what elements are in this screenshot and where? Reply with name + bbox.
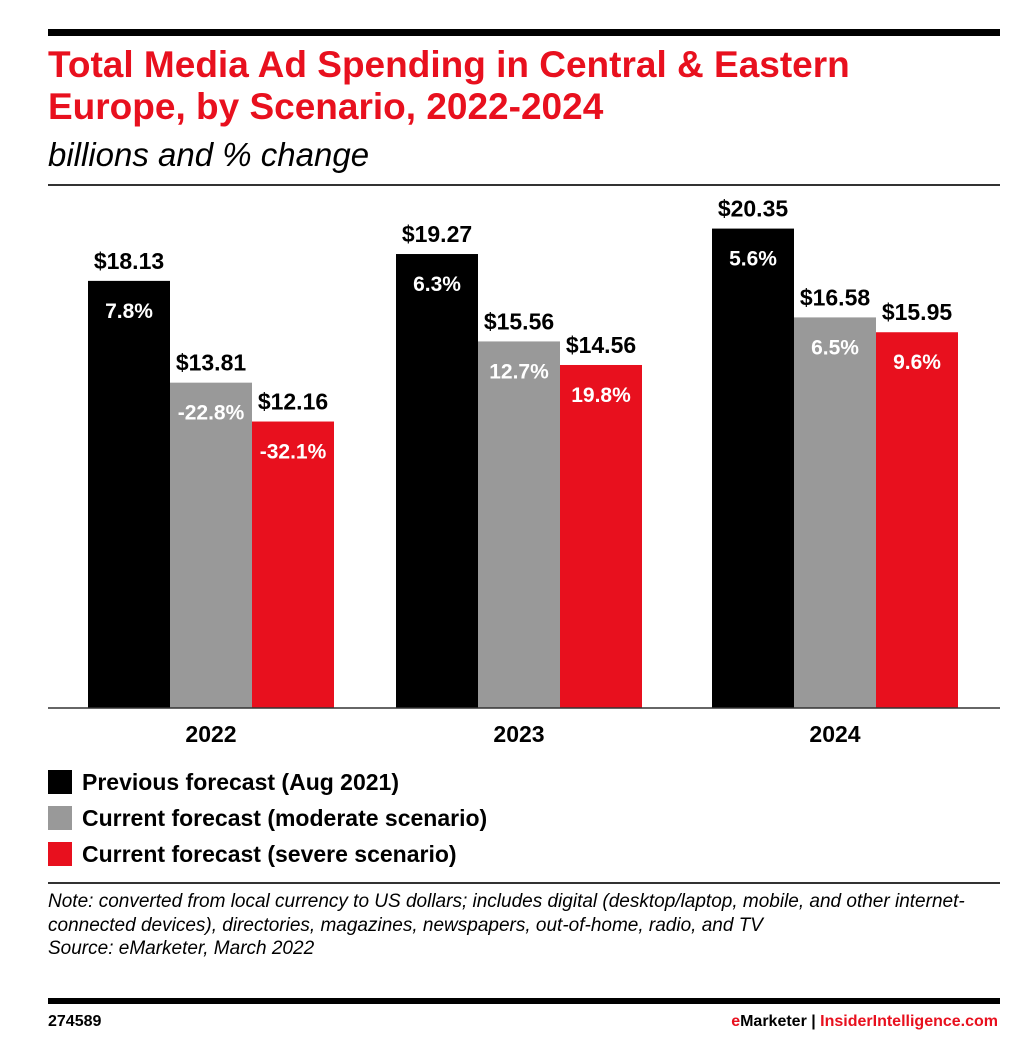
- legend-label: Previous forecast (Aug 2021): [82, 768, 400, 795]
- pct-label: -32.1%: [260, 441, 327, 464]
- pct-label: 5.6%: [729, 248, 777, 271]
- chart-title: Total Media Ad Spending in Central & Eas…: [48, 44, 850, 127]
- bar: [88, 280, 170, 708]
- legend-item-severe: Current forecast (severe scenario): [48, 836, 487, 872]
- value-label: $18.13: [94, 248, 164, 274]
- chart-subtitle: billions and % change: [48, 136, 370, 173]
- legend-label: Current forecast (moderate scenario): [82, 804, 488, 831]
- value-label: $15.56: [484, 308, 554, 334]
- chart-id: 274589: [48, 1013, 102, 1030]
- bar: [396, 254, 478, 708]
- bar-chart: $18.13 7.8% $13.81 -22.8% $12.16 -32.1% 2022 $1…: [48, 196, 1000, 747]
- note-text: Note: converted from local currency to U…: [48, 891, 965, 936]
- pct-label: 7.8%: [105, 300, 153, 323]
- pct-label: -22.8%: [178, 402, 245, 425]
- note-block: Note: converted from local currency to U…: [48, 890, 988, 961]
- legend-swatch: [48, 770, 72, 794]
- pct-label: 19.8%: [571, 384, 631, 407]
- footer-brand: eMarketer | InsiderIntelligence.com: [731, 1013, 998, 1031]
- legend-swatch: [48, 842, 72, 866]
- value-label: $16.58: [800, 284, 871, 310]
- legend-item-moderate: Current forecast (moderate scenario): [48, 800, 487, 836]
- bottom-bar: [48, 998, 1000, 1004]
- value-label: $14.56: [566, 332, 636, 358]
- bar: [252, 421, 334, 708]
- bar: [712, 228, 794, 709]
- pct-label: 6.5%: [811, 336, 859, 359]
- brand-insider-link[interactable]: InsiderIntelligence.com: [820, 1013, 998, 1030]
- value-label: $19.27: [402, 221, 472, 247]
- value-label: $12.16: [258, 389, 328, 415]
- legend-swatch: [48, 806, 72, 830]
- x-tick-label: 2024: [809, 721, 860, 747]
- legend-item-previous: Previous forecast (Aug 2021): [48, 764, 487, 800]
- bar: [876, 332, 958, 708]
- pct-label: 12.7%: [489, 360, 549, 383]
- bar: [560, 364, 642, 708]
- value-label: $20.35: [718, 196, 789, 222]
- brand-separator: |: [806, 1013, 821, 1030]
- note-divider: [48, 882, 1000, 884]
- top-bar: [48, 29, 1000, 36]
- brand-emarketer: eMarketer: [731, 1013, 807, 1030]
- value-label: $13.81: [176, 350, 247, 376]
- legend: Previous forecast (Aug 2021) Current for…: [48, 764, 487, 872]
- pct-label: 6.3%: [413, 273, 461, 296]
- bar: [794, 317, 876, 708]
- pct-label: 9.6%: [893, 351, 941, 374]
- header-divider: [48, 184, 1000, 186]
- x-tick-label: 2022: [185, 721, 236, 747]
- bar: [478, 341, 560, 708]
- x-tick-label: 2023: [493, 721, 544, 747]
- value-label: $15.95: [882, 299, 953, 325]
- bar: [170, 382, 252, 708]
- legend-label: Current forecast (severe scenario): [82, 840, 457, 867]
- source-text: Source: eMarketer, March 2022: [48, 938, 315, 959]
